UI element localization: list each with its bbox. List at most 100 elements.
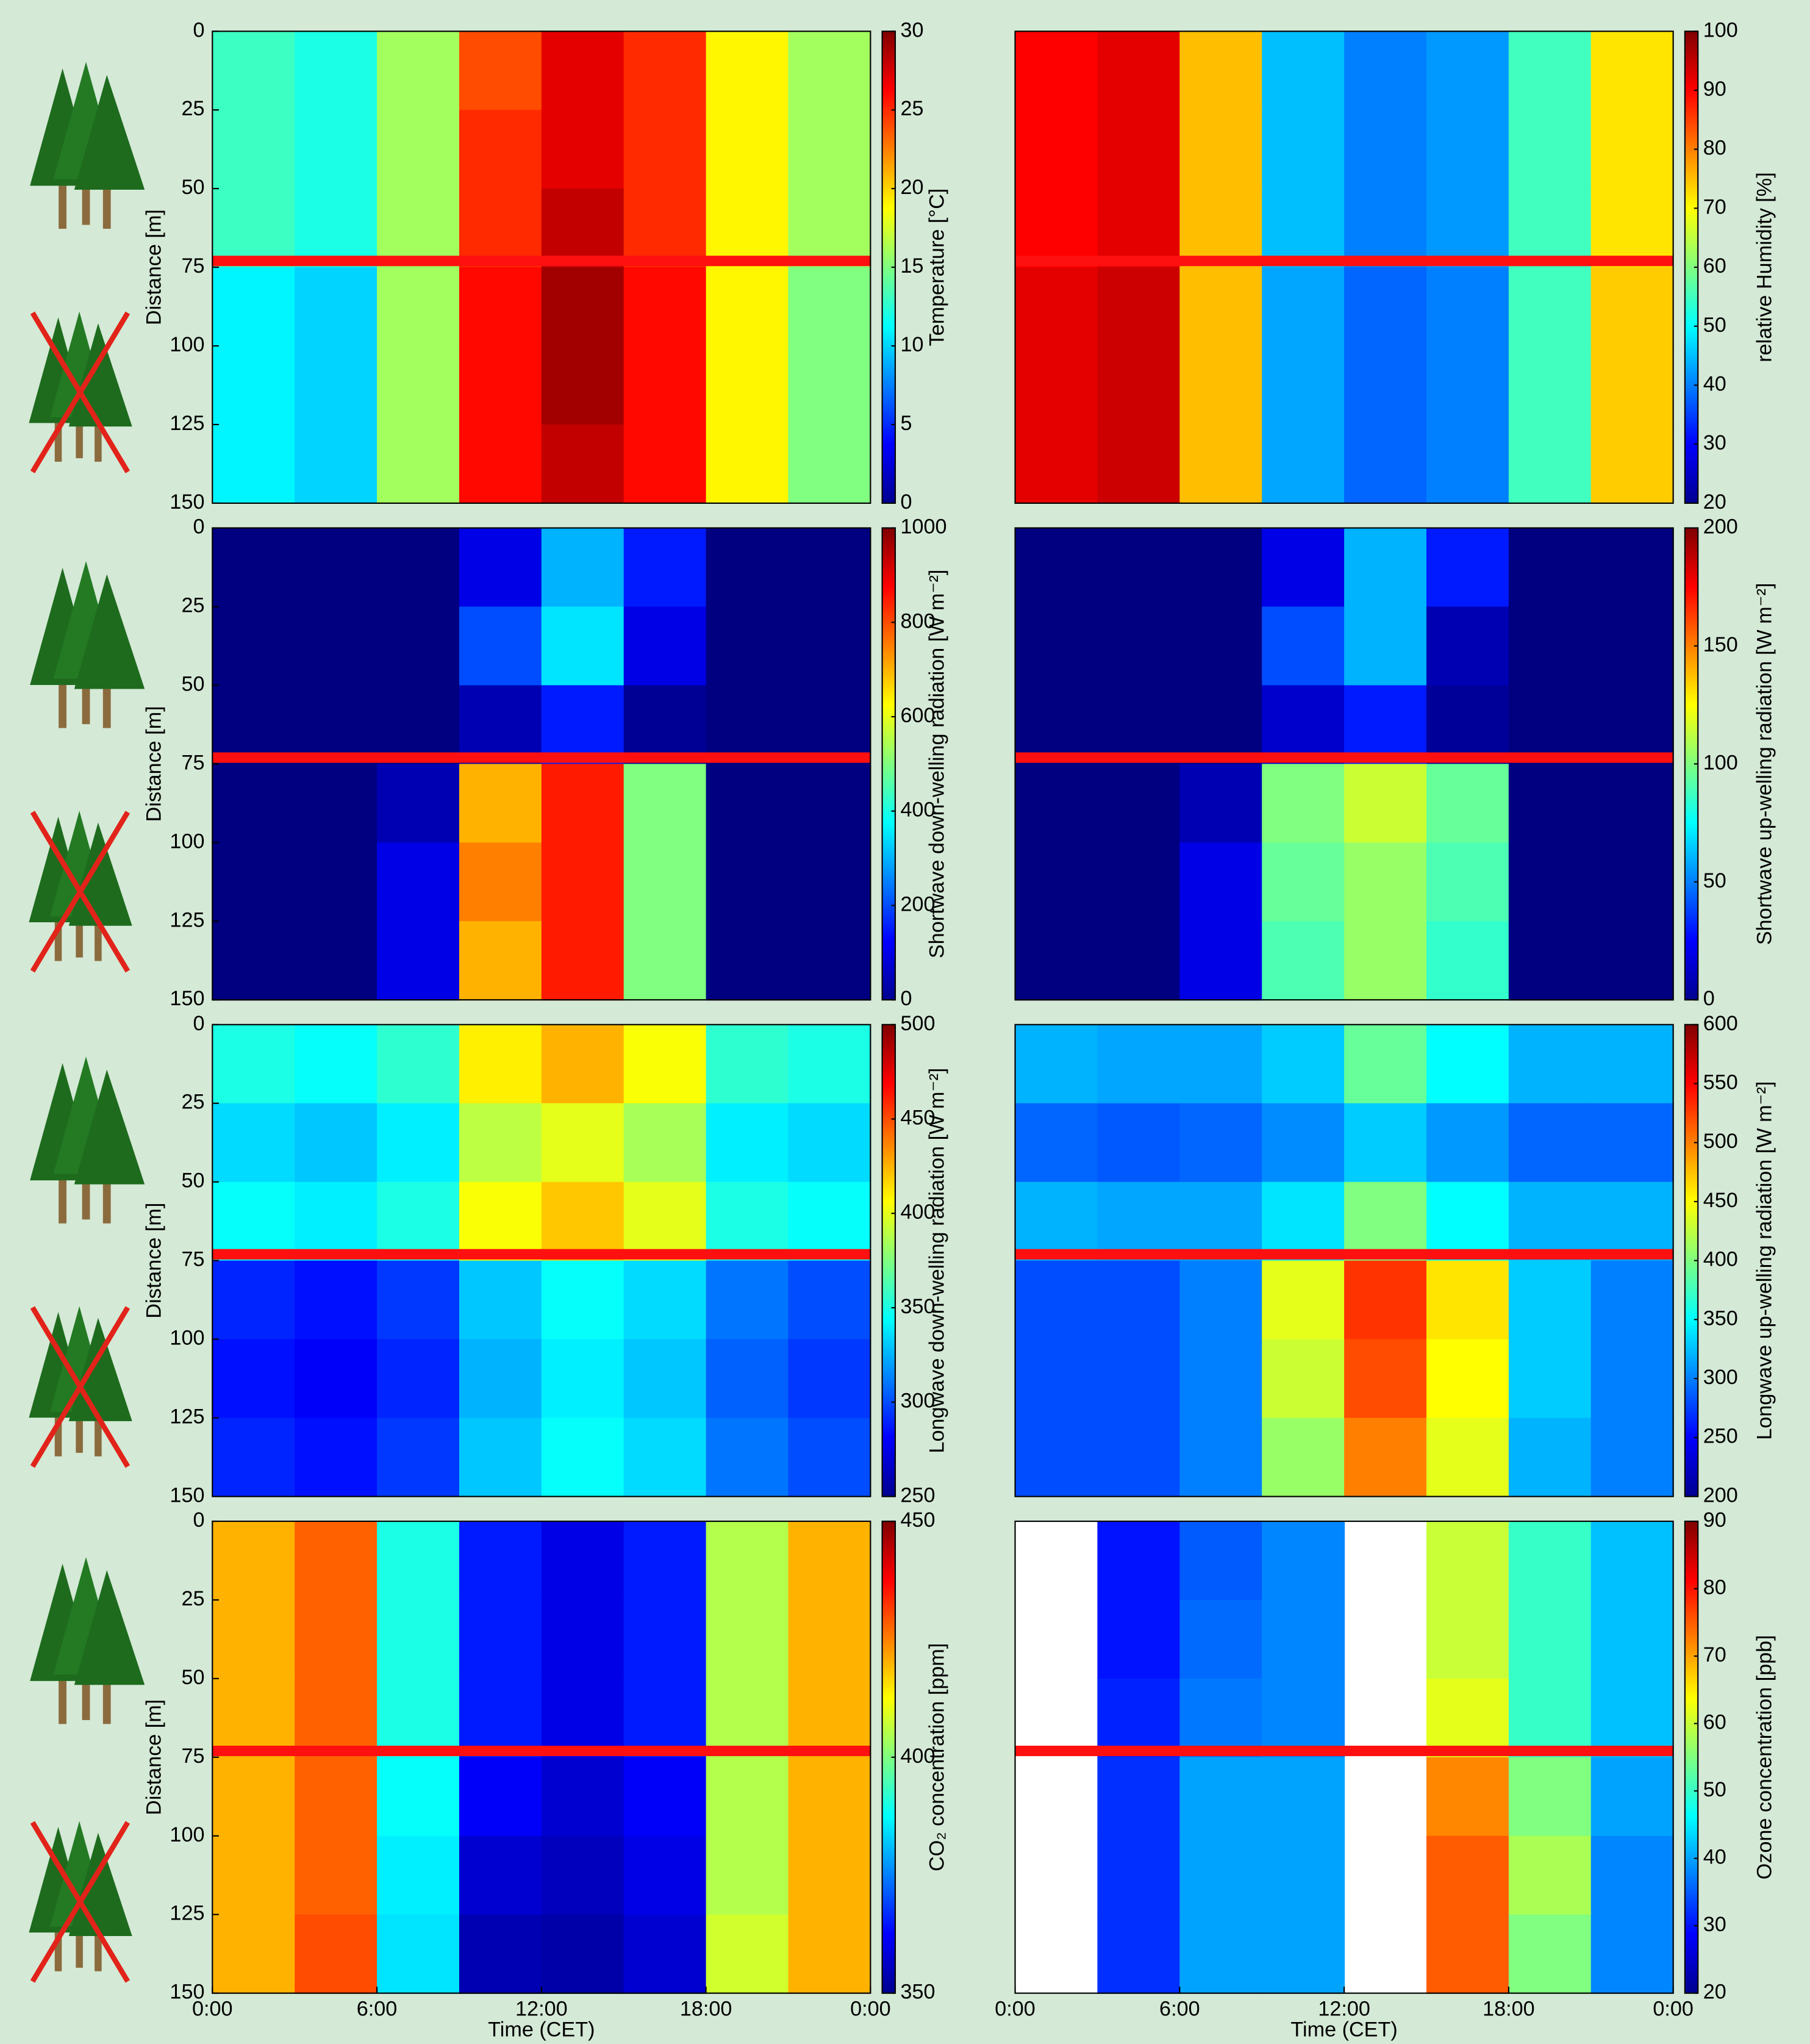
- heat-cell: [1426, 1521, 1509, 1601]
- y-tick-label: 0: [193, 1012, 204, 1035]
- heat-cell: [1015, 1103, 1098, 1183]
- heat-cell: [1344, 110, 1427, 189]
- colorbar-tick-label: 70: [1703, 1643, 1726, 1666]
- heat-cell: [1509, 1261, 1592, 1340]
- heat-cell: [1509, 606, 1592, 686]
- heat-cell: [1426, 1025, 1509, 1104]
- heat-cell: [1509, 1418, 1592, 1497]
- heat-cell: [1509, 267, 1592, 346]
- heat-cell: [1262, 1600, 1345, 1679]
- heat-cell: [624, 267, 707, 346]
- heat-cell: [377, 267, 460, 346]
- colorbar-tick-label: 50: [1703, 1778, 1726, 1801]
- heat-cell: [1426, 1103, 1509, 1183]
- heat-cell: [1262, 1418, 1345, 1497]
- colorbar-label: Longwave up-welling radiation [W m⁻²]: [1753, 1081, 1776, 1440]
- heat-cell: [1179, 425, 1262, 504]
- heat-cell: [1344, 31, 1427, 110]
- heat-cell: [1509, 1915, 1592, 1994]
- heat-cell: [1015, 528, 1098, 608]
- y-tick-label: 100: [170, 333, 204, 356]
- heat-cell: [788, 606, 871, 686]
- heat-cell: [1015, 764, 1098, 843]
- heat-cell: [1097, 31, 1180, 110]
- heat-cell: [1426, 346, 1509, 425]
- heat-cell: [1097, 921, 1180, 1000]
- colorbar-tick-label: 400: [1703, 1248, 1738, 1271]
- heat-cell: [1509, 1339, 1592, 1419]
- heat-cell: [1262, 1103, 1345, 1183]
- y-tick-label: 125: [170, 1902, 204, 1925]
- heat-cell: [788, 1915, 871, 1994]
- heat-cell: [1591, 1757, 1674, 1837]
- colorbar-label: relative Humidity [%]: [1753, 172, 1776, 362]
- y-tick-label: 0: [193, 515, 204, 539]
- heat-cell: [1262, 764, 1345, 843]
- y-tick-label: 25: [181, 97, 204, 120]
- edge-line: [1015, 752, 1673, 762]
- heat-cell: [1344, 346, 1427, 425]
- heat-cell: [1509, 1521, 1592, 1601]
- heat-cell: [212, 606, 295, 686]
- heat-cell: [295, 1418, 377, 1497]
- heat-cell: [788, 842, 871, 922]
- heat-cell: [1509, 1103, 1592, 1183]
- heat-cell: [1015, 110, 1098, 189]
- heat-cell: [624, 1600, 707, 1679]
- heat-cell: [459, 425, 542, 504]
- heat-cell: [212, 1339, 295, 1419]
- heat-cell: [624, 528, 707, 608]
- x-axis-label: Time (CET): [488, 2018, 595, 2042]
- heat-cell: [1344, 1025, 1427, 1104]
- y-tick-label: 100: [170, 1823, 204, 1846]
- heat-cell: [1097, 1757, 1180, 1837]
- heat-cell: [706, 606, 789, 686]
- heat-cell: [295, 425, 377, 504]
- heat-cell: [295, 528, 377, 608]
- heat-cell: [212, 31, 295, 110]
- heat-cell: [1591, 764, 1674, 843]
- heat-cell: [1179, 1600, 1262, 1679]
- heat-cell: [377, 425, 460, 504]
- colorbar-tick-label: 300: [1703, 1366, 1738, 1389]
- figure: 0255075100125150Distance [m]051015202530…: [0, 0, 1810, 2044]
- heat-cell: [624, 1103, 707, 1183]
- heat-cell: [295, 606, 377, 686]
- heat-cell: [1179, 1025, 1262, 1104]
- heat-cell: [459, 110, 542, 189]
- colorbar-tick-label: 600: [1703, 1012, 1738, 1035]
- x-tick-label: 18:00: [680, 1997, 732, 2020]
- heat-cell: [1097, 1521, 1180, 1601]
- heat-cell: [1344, 764, 1427, 843]
- edge-line: [212, 1249, 870, 1260]
- page: 0255075100125150Distance [m]051015202530…: [0, 0, 1810, 2044]
- heat-cell: [295, 1521, 377, 1601]
- heat-cell: [1591, 1339, 1674, 1419]
- heat-cell: [1344, 1339, 1427, 1419]
- heat-cell: [1509, 921, 1592, 1000]
- heat-cell: [624, 1521, 707, 1601]
- colorbar-tick-label: 25: [901, 97, 924, 120]
- heat-cell: [1097, 425, 1180, 504]
- heat-cell: [459, 1521, 542, 1601]
- heat-cell: [1179, 606, 1262, 686]
- heat-cell: [1097, 1103, 1180, 1183]
- heat-cell: [295, 110, 377, 189]
- heat-cell: [1179, 921, 1262, 1000]
- heat-cell: [1509, 110, 1592, 189]
- heat-cell: [706, 1339, 789, 1419]
- heat-cell: [1015, 267, 1098, 346]
- forest-icon: [30, 1056, 145, 1224]
- heat-cell: [459, 1025, 542, 1104]
- heat-cell: [542, 1915, 624, 1994]
- heat-cell: [706, 921, 789, 1000]
- colorbar-tick-label: 550: [1703, 1071, 1738, 1094]
- y-tick-label: 75: [181, 1745, 204, 1768]
- heat-cell: [1344, 267, 1427, 346]
- heat-cell: [1097, 764, 1180, 843]
- edge-line: [1015, 256, 1673, 266]
- heat-cell: [1591, 1103, 1674, 1183]
- heat-cell: [788, 921, 871, 1000]
- heat-cell: [1591, 31, 1674, 110]
- heat-cell: [706, 1261, 789, 1340]
